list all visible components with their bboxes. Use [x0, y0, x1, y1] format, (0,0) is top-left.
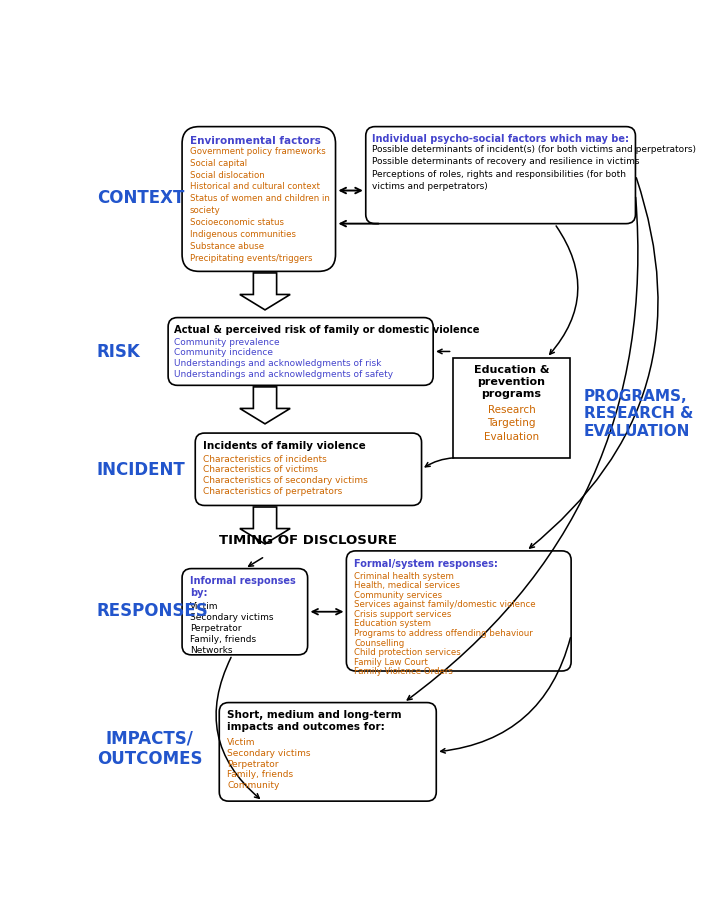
Text: victims and perpetrators): victims and perpetrators)	[372, 182, 488, 191]
Text: Characteristics of incidents: Characteristics of incidents	[203, 454, 327, 463]
Text: Substance abuse: Substance abuse	[190, 242, 264, 251]
Text: Community services: Community services	[354, 590, 442, 600]
Text: PROGRAMS,
RESEARCH &
EVALUATION: PROGRAMS, RESEARCH & EVALUATION	[584, 389, 693, 439]
Text: Environmental factors: Environmental factors	[190, 136, 320, 146]
Text: CONTEXT: CONTEXT	[97, 189, 184, 207]
Text: RISK: RISK	[97, 344, 141, 361]
Polygon shape	[240, 273, 290, 310]
Text: Short, medium and long-term
impacts and outcomes for:: Short, medium and long-term impacts and …	[227, 710, 402, 732]
Text: INCIDENT: INCIDENT	[97, 461, 186, 479]
FancyBboxPatch shape	[182, 569, 307, 654]
Text: Networks: Networks	[190, 645, 232, 654]
Text: Indigenous communities: Indigenous communities	[190, 230, 296, 239]
Text: Education &
prevention
programs: Education & prevention programs	[473, 366, 550, 399]
Bar	[452, 357, 571, 458]
Text: Health, medical services: Health, medical services	[354, 581, 460, 590]
Text: Child protection services: Child protection services	[354, 648, 461, 657]
FancyBboxPatch shape	[195, 433, 421, 505]
Text: Community: Community	[227, 781, 279, 790]
Text: Community prevalence: Community prevalence	[174, 337, 280, 346]
Text: Family Violence Orders: Family Violence Orders	[354, 667, 453, 676]
Text: Incidents of family violence: Incidents of family violence	[203, 441, 365, 451]
Text: Actual & perceived risk of family or domestic violence: Actual & perceived risk of family or dom…	[174, 325, 480, 335]
Text: Education system: Education system	[354, 620, 431, 629]
Text: Perpetrator: Perpetrator	[190, 624, 241, 633]
Text: Family, friends: Family, friends	[227, 771, 293, 780]
Text: Services against family/domestic violence: Services against family/domestic violenc…	[354, 600, 536, 610]
Text: Informal responses
by:: Informal responses by:	[190, 577, 296, 598]
Text: society: society	[190, 207, 220, 216]
Text: Family Law Court: Family Law Court	[354, 657, 428, 666]
Text: Government policy frameworks: Government policy frameworks	[190, 146, 326, 155]
Text: Characteristics of victims: Characteristics of victims	[203, 465, 318, 474]
FancyBboxPatch shape	[168, 317, 433, 386]
Text: Community incidence: Community incidence	[174, 348, 273, 357]
Text: Possible determinants of incident(s) (for both victims and perpetrators): Possible determinants of incident(s) (fo…	[372, 145, 696, 154]
FancyBboxPatch shape	[219, 703, 436, 802]
Text: Secondary victims: Secondary victims	[227, 749, 310, 758]
Text: Crisis support services: Crisis support services	[354, 610, 452, 619]
Text: IMPACTS/
OUTCOMES: IMPACTS/ OUTCOMES	[97, 729, 202, 768]
Polygon shape	[240, 387, 290, 424]
FancyBboxPatch shape	[347, 551, 571, 671]
Text: Victim: Victim	[227, 738, 255, 747]
Text: Family, friends: Family, friends	[190, 635, 256, 643]
Text: Formal/system responses:: Formal/system responses:	[354, 558, 498, 569]
Text: Counselling: Counselling	[354, 639, 405, 647]
Text: Possible determinants of recovery and resilience in victims: Possible determinants of recovery and re…	[372, 157, 639, 166]
Text: Social capital: Social capital	[190, 158, 247, 167]
Text: RESPONSES: RESPONSES	[97, 602, 209, 620]
Text: Understandings and acknowledgments of safety: Understandings and acknowledgments of sa…	[174, 370, 394, 379]
Text: Evaluation: Evaluation	[484, 431, 539, 441]
Text: Socioeconomic status: Socioeconomic status	[190, 218, 283, 228]
Text: Historical and cultural context: Historical and cultural context	[190, 183, 320, 191]
FancyBboxPatch shape	[365, 127, 635, 224]
Text: Status of women and children in: Status of women and children in	[190, 195, 330, 204]
Text: Targeting: Targeting	[487, 419, 536, 429]
Text: Characteristics of perpetrators: Characteristics of perpetrators	[203, 487, 342, 496]
Text: Individual psycho-social factors which may be:: Individual psycho-social factors which m…	[372, 134, 629, 144]
Text: Perceptions of roles, rights and responsibilities (for both: Perceptions of roles, rights and respons…	[372, 170, 626, 179]
Text: Understandings and acknowledgments of risk: Understandings and acknowledgments of ri…	[174, 359, 381, 368]
Text: TIMING OF DISCLOSURE: TIMING OF DISCLOSURE	[220, 534, 397, 547]
Text: Programs to address offending behaviour: Programs to address offending behaviour	[354, 629, 533, 638]
Text: Criminal health system: Criminal health system	[354, 571, 454, 580]
Text: Precipitating events/triggers: Precipitating events/triggers	[190, 254, 312, 263]
Polygon shape	[240, 507, 290, 544]
Text: Research: Research	[488, 406, 535, 415]
Text: Social dislocation: Social dislocation	[190, 171, 265, 179]
Text: Characteristics of secondary victims: Characteristics of secondary victims	[203, 476, 368, 485]
FancyBboxPatch shape	[182, 127, 336, 271]
Text: Victim: Victim	[190, 602, 218, 611]
Text: Secondary victims: Secondary victims	[190, 613, 273, 622]
Text: Perpetrator: Perpetrator	[227, 760, 278, 769]
